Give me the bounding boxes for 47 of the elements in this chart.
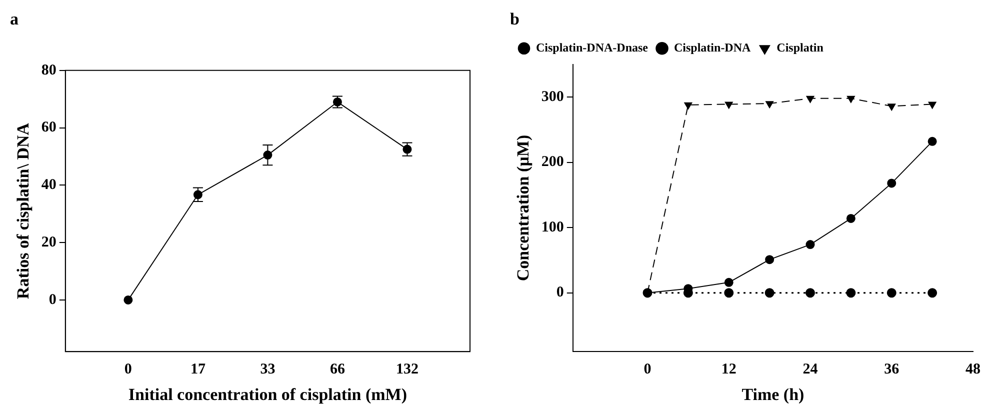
point bbox=[724, 102, 733, 109]
x-axis-title: Initial concentration of cisplatin (mM) bbox=[128, 385, 407, 404]
y-tick-label: 40 bbox=[41, 177, 56, 194]
point bbox=[765, 255, 774, 264]
chart-title: b bbox=[510, 10, 520, 29]
point bbox=[724, 278, 734, 287]
point bbox=[928, 136, 937, 146]
legend-label: Cisplatin bbox=[776, 40, 824, 54]
point bbox=[806, 96, 814, 103]
point bbox=[886, 288, 896, 298]
point bbox=[764, 288, 774, 298]
point bbox=[806, 240, 815, 250]
x-tick-label: 12 bbox=[721, 361, 736, 378]
y-tick-label: 100 bbox=[541, 219, 564, 236]
y-tick-label: 60 bbox=[41, 120, 56, 136]
x-tick-label: 36 bbox=[884, 361, 900, 378]
x-tick-label: 17 bbox=[190, 361, 206, 378]
x-tick-label: 132 bbox=[396, 361, 418, 378]
point bbox=[806, 288, 815, 298]
y-axis-title: Concentration (µM) bbox=[514, 134, 533, 282]
point bbox=[846, 96, 855, 103]
point bbox=[928, 102, 936, 109]
x-tick-label: 48 bbox=[966, 361, 980, 378]
point bbox=[928, 288, 938, 298]
point bbox=[766, 101, 774, 108]
point bbox=[888, 104, 896, 111]
legend-label: Cisplatin-DNA-Dnase bbox=[536, 40, 649, 54]
x-tick-label: 24 bbox=[802, 361, 818, 378]
chart-title: a bbox=[10, 10, 19, 29]
x-tick-label: 0 bbox=[644, 361, 652, 378]
y-tick-label: 80 bbox=[41, 62, 56, 78]
y-tick-label: 200 bbox=[541, 154, 564, 170]
y-tick-label: 0 bbox=[48, 292, 56, 308]
x-axis-title: Time (h) bbox=[742, 385, 804, 404]
y-axis-title: Ratios of cisplatin\ DNA bbox=[14, 122, 33, 300]
x-tick-label: 66 bbox=[330, 361, 346, 378]
y-tick-label: 300 bbox=[541, 88, 564, 105]
x-tick-label: 0 bbox=[124, 361, 132, 378]
point bbox=[846, 288, 856, 298]
y-tick-label: 20 bbox=[41, 234, 56, 250]
point bbox=[684, 102, 692, 110]
y-tick-label: 0 bbox=[556, 284, 564, 301]
x-tick-label: 33 bbox=[260, 361, 276, 378]
point bbox=[887, 178, 896, 188]
point bbox=[724, 288, 734, 298]
legend-label: Cisplatin-DNA bbox=[674, 40, 752, 54]
point bbox=[846, 214, 856, 223]
